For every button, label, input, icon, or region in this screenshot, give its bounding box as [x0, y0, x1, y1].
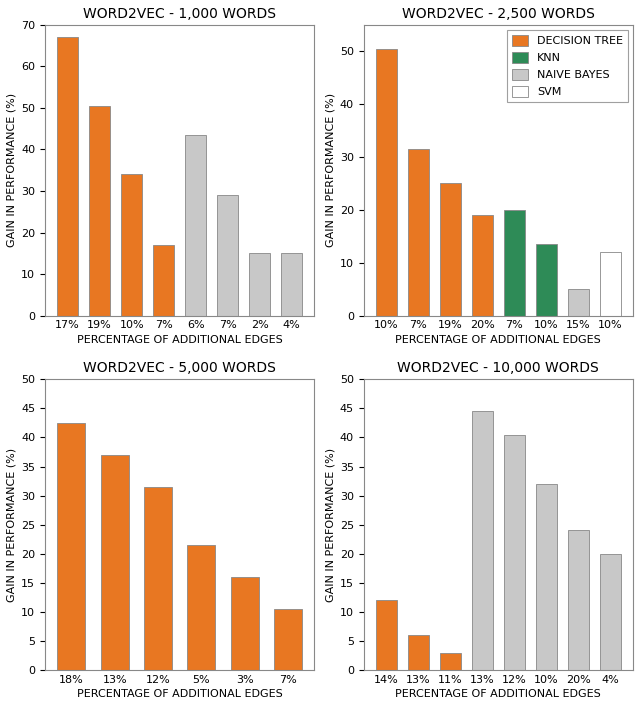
- Title: WORD2VEC - 2,500 WORDS: WORD2VEC - 2,500 WORDS: [402, 7, 595, 21]
- Bar: [89, 106, 110, 316]
- Bar: [472, 412, 493, 670]
- Bar: [440, 652, 461, 670]
- Bar: [568, 530, 589, 670]
- Y-axis label: GAIN IN PERFORMANCE (%): GAIN IN PERFORMANCE (%): [7, 448, 17, 602]
- Title: WORD2VEC - 5,000 WORDS: WORD2VEC - 5,000 WORDS: [83, 361, 276, 376]
- Legend: DECISION TREE, KNN, NAIVE BAYES, SVM: DECISION TREE, KNN, NAIVE BAYES, SVM: [507, 30, 627, 102]
- Bar: [188, 545, 216, 670]
- Bar: [274, 609, 302, 670]
- Bar: [536, 484, 557, 670]
- Bar: [408, 635, 429, 670]
- Bar: [376, 600, 397, 670]
- Y-axis label: GAIN IN PERFORMANCE (%): GAIN IN PERFORMANCE (%): [326, 93, 335, 247]
- Bar: [600, 252, 621, 316]
- X-axis label: PERCENTAGE OF ADDITIONAL EDGES: PERCENTAGE OF ADDITIONAL EDGES: [77, 335, 283, 345]
- Bar: [57, 423, 85, 670]
- Bar: [57, 37, 78, 316]
- Title: WORD2VEC - 1,000 WORDS: WORD2VEC - 1,000 WORDS: [83, 7, 276, 21]
- Bar: [504, 210, 525, 316]
- Bar: [121, 174, 142, 316]
- Title: WORD2VEC - 10,000 WORDS: WORD2VEC - 10,000 WORDS: [397, 361, 599, 376]
- Bar: [282, 253, 302, 316]
- Bar: [504, 434, 525, 670]
- X-axis label: PERCENTAGE OF ADDITIONAL EDGES: PERCENTAGE OF ADDITIONAL EDGES: [77, 689, 283, 699]
- Bar: [250, 253, 270, 316]
- X-axis label: PERCENTAGE OF ADDITIONAL EDGES: PERCENTAGE OF ADDITIONAL EDGES: [396, 689, 601, 699]
- Bar: [536, 244, 557, 316]
- Bar: [376, 49, 397, 316]
- Bar: [100, 455, 129, 670]
- Bar: [218, 195, 238, 316]
- X-axis label: PERCENTAGE OF ADDITIONAL EDGES: PERCENTAGE OF ADDITIONAL EDGES: [396, 335, 601, 345]
- Bar: [440, 184, 461, 316]
- Bar: [144, 487, 172, 670]
- Bar: [186, 135, 206, 316]
- Bar: [154, 245, 174, 316]
- Bar: [472, 215, 493, 316]
- Y-axis label: GAIN IN PERFORMANCE (%): GAIN IN PERFORMANCE (%): [326, 448, 335, 602]
- Bar: [568, 289, 589, 316]
- Y-axis label: GAIN IN PERFORMANCE (%): GAIN IN PERFORMANCE (%): [7, 93, 17, 247]
- Bar: [600, 554, 621, 670]
- Bar: [408, 149, 429, 316]
- Bar: [230, 577, 259, 670]
